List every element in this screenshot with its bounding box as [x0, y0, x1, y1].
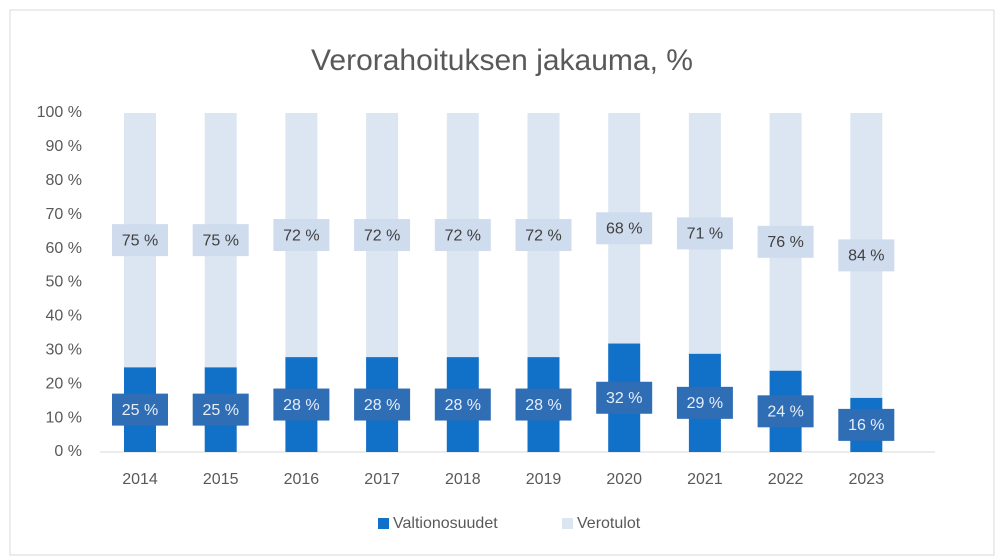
x-tick-label: 2020 — [606, 471, 642, 488]
x-tick-label: 2023 — [849, 471, 885, 488]
x-tick-label: 2016 — [284, 471, 320, 488]
data-label-box — [515, 388, 572, 421]
data-label: 16 % — [848, 417, 884, 434]
data-label-box — [192, 224, 249, 257]
data-label: 29 % — [687, 395, 723, 412]
y-tick-label: 80 % — [46, 172, 82, 189]
chart-border — [9, 9, 995, 556]
data-label: 76 % — [767, 234, 803, 251]
x-tick-label: 2017 — [364, 471, 400, 488]
data-label-box — [434, 388, 491, 421]
data-label-box — [596, 212, 653, 245]
y-tick-label: 40 % — [46, 308, 82, 325]
x-tick-label: 2018 — [445, 471, 481, 488]
data-label-box — [192, 393, 249, 426]
x-tick-label: 2014 — [122, 471, 158, 488]
data-label-box — [354, 219, 411, 252]
data-label-box — [273, 388, 330, 421]
data-label: 28 % — [283, 397, 319, 414]
data-label-box — [676, 217, 733, 250]
x-tick-label: 2022 — [768, 471, 804, 488]
y-tick-label: 20 % — [46, 375, 82, 392]
data-label-box — [112, 393, 168, 426]
y-tick-label: 30 % — [46, 342, 82, 359]
data-label: 28 % — [525, 397, 561, 414]
legend-label: Valtionosuudet — [393, 515, 498, 532]
y-tick-label: 100 % — [37, 104, 82, 121]
data-label: 75 % — [122, 232, 158, 249]
data-label: 72 % — [445, 227, 481, 244]
y-tick-label: 50 % — [46, 274, 82, 291]
y-tick-label: 60 % — [46, 240, 82, 257]
data-label-box — [757, 395, 814, 428]
y-tick-label: 90 % — [46, 138, 82, 155]
data-label: 32 % — [606, 390, 642, 407]
x-tick-label: 2019 — [526, 471, 562, 488]
data-label: 72 % — [525, 227, 561, 244]
data-label-box — [757, 225, 814, 258]
legend-swatch — [378, 518, 389, 529]
data-label: 72 % — [283, 227, 319, 244]
data-label-box — [273, 219, 330, 252]
legend-swatch — [562, 518, 573, 529]
x-tick-label: 2021 — [687, 471, 723, 488]
x-tick-label: 2015 — [203, 471, 239, 488]
data-label-box — [838, 239, 895, 272]
chart-title: Verorahoituksen jakauma, % — [311, 44, 693, 77]
data-label-box — [434, 219, 491, 252]
data-label: 25 % — [202, 402, 238, 419]
data-label: 84 % — [848, 248, 884, 265]
data-label: 28 % — [364, 397, 400, 414]
data-label: 72 % — [364, 227, 400, 244]
data-label-box — [838, 408, 895, 441]
data-label-box — [354, 388, 411, 421]
data-label-box — [596, 381, 653, 414]
data-label: 24 % — [767, 404, 803, 421]
data-label: 75 % — [202, 232, 238, 249]
y-tick-label: 0 % — [54, 443, 82, 460]
data-label-box — [515, 219, 572, 252]
y-tick-label: 70 % — [46, 206, 82, 223]
data-label-box — [112, 224, 168, 257]
data-label: 25 % — [122, 402, 158, 419]
legend-label: Verotulot — [577, 515, 641, 532]
data-label: 28 % — [445, 397, 481, 414]
data-label-box — [676, 386, 733, 419]
data-label: 71 % — [687, 226, 723, 243]
data-label: 68 % — [606, 220, 642, 237]
y-tick-label: 10 % — [46, 409, 82, 426]
